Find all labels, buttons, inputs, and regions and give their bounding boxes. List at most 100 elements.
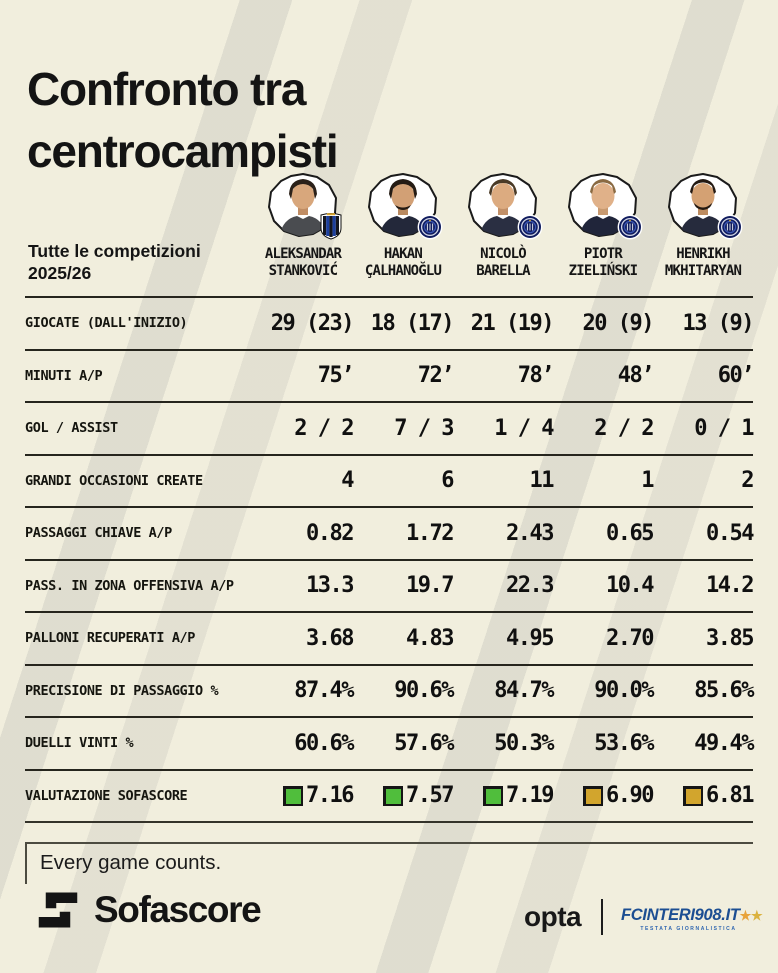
stat-value: 3.68 xyxy=(306,625,354,651)
stat-value: 57.6% xyxy=(394,730,454,756)
player-column-stankovic: ALEKSANDAR STANKOVIĆ xyxy=(253,172,353,280)
stat-value: 13 (9) xyxy=(682,310,755,336)
stat-value: 2 / 2 xyxy=(294,415,354,441)
sofascore-wordmark: Sofascore xyxy=(94,889,262,930)
rating-square-icon xyxy=(383,785,404,806)
stat-label: MINUTI A/P xyxy=(25,367,103,384)
table-row-pass-zona-offensiva: PASS. IN ZONA OFFENSIVA A/P 13.3 19.7 22… xyxy=(25,558,755,612)
stat-value: 60.6% xyxy=(294,730,354,756)
avatar xyxy=(665,172,743,240)
stat-value-rating: 7.19 xyxy=(453,783,554,808)
footer-divider xyxy=(601,899,603,935)
stat-value: 3.85 xyxy=(706,625,754,651)
stat-value: 53.6% xyxy=(594,730,654,756)
player-last-name: ÇALHANOĞLU xyxy=(364,263,442,279)
stat-value: 4.95 xyxy=(506,625,554,651)
player-name: PIOTR ZIELIŃSKI xyxy=(553,246,653,280)
stat-value: 72’ xyxy=(417,363,455,389)
player-last-name: STANKOVIĆ xyxy=(268,263,338,279)
stat-value: 1.72 xyxy=(406,520,454,546)
inter-badge-icon xyxy=(517,214,543,240)
stat-value: 0 / 1 xyxy=(694,415,754,441)
subtitle-line-2: 2025/26 xyxy=(28,263,92,283)
rating-value: 6.81 xyxy=(706,783,754,809)
stat-value: 0.82 xyxy=(306,520,354,546)
table-row-gol-assist: GOL / ASSIST 2 / 2 7 / 3 1 / 4 2 / 2 0 /… xyxy=(25,401,755,454)
stat-value: 29 (23) xyxy=(270,310,355,336)
stat-value: 21 (19) xyxy=(470,310,555,336)
partner-logo: FCINTERI908.IT★★ TESTATA GIORNALISTICA xyxy=(621,906,771,932)
stat-value: 90.0% xyxy=(594,678,654,704)
player-name: HENRIKH MKHITARYAN xyxy=(653,246,753,280)
avatar xyxy=(465,172,543,240)
stat-value: 6 xyxy=(441,468,454,494)
stat-value: 22.3 xyxy=(506,573,554,599)
player-column-calhanoglu: HAKAN ÇALHANOĞLU xyxy=(353,172,453,280)
partner-text: FCINTERI908.IT xyxy=(621,906,740,924)
player-first-name: ALEKSANDAR xyxy=(264,246,342,262)
club-brugge-badge-icon xyxy=(320,213,342,240)
player-name: NICOLÒ BARELLA xyxy=(453,246,553,280)
player-last-name: ZIELIŃSKI xyxy=(568,263,638,279)
rating-square-icon xyxy=(683,785,704,806)
avatar xyxy=(565,172,643,240)
page-title: Confronto tra centrocampisti xyxy=(27,58,339,182)
table-row-grandi-occasioni: GRANDI OCCASIONI CREATE 4 6 11 1 2 xyxy=(25,453,755,507)
title-line-1: Confronto tra xyxy=(27,63,306,115)
stat-value-rating: 7.57 xyxy=(353,783,454,808)
player-photo-placeholder xyxy=(668,173,737,237)
stat-value-rating: 6.81 xyxy=(653,783,754,809)
stat-label: GRANDI OCCASIONI CREATE xyxy=(25,472,203,489)
stat-value: 2 xyxy=(741,468,754,494)
subtitle-line-1: Tutte le competizioni xyxy=(28,241,201,261)
stat-value: 60’ xyxy=(717,363,755,389)
stat-label: PRECISIONE DI PASSAGGIO % xyxy=(25,682,219,699)
stat-label: DUELLI VINTI % xyxy=(25,735,134,752)
table-row-minuti: MINUTI A/P 75’ 72’ 78’ 48’ 60’ xyxy=(25,348,755,402)
table-row-precisione-passaggio: PRECISIONE DI PASSAGGIO % 87.4% 90.6% 84… xyxy=(25,663,755,717)
star-icon: ★ xyxy=(739,908,752,923)
stat-value: 4 xyxy=(341,468,354,494)
stat-value: 49.4% xyxy=(694,730,754,756)
player-first-name: HAKAN xyxy=(383,246,423,262)
table-row-giocate: GIOCATE (DALL'INIZIO) 29 (23) 18 (17) 21… xyxy=(25,296,755,349)
stat-value: 75’ xyxy=(317,363,355,389)
stat-value: 20 (9) xyxy=(582,310,655,336)
player-column-zielinski: PIOTR ZIELIŃSKI xyxy=(553,172,653,280)
table-row-passaggi-chiave: PASSAGGI CHIAVE A/P 0.82 1.72 2.43 0.65 … xyxy=(25,506,755,559)
stat-value-rating: 7.16 xyxy=(253,783,354,808)
avatar xyxy=(365,172,443,240)
player-column-mkhitaryan: HENRIKH MKHITARYAN xyxy=(653,172,753,280)
table-row-duelli-vinti: DUELLI VINTI % 60.6% 57.6% 50.3% 53.6% 4… xyxy=(25,716,755,769)
stat-value: 85.6% xyxy=(694,678,754,704)
inter-badge-icon xyxy=(717,214,743,240)
stat-value: 13.3 xyxy=(306,573,354,599)
stat-label: PASS. IN ZONA OFFENSIVA A/P xyxy=(25,577,234,594)
player-first-name: HENRIKH xyxy=(676,246,730,262)
stat-value: 78’ xyxy=(517,363,555,389)
table-row-valutazione: VALUTAZIONE SOFASCORE 7.16 7.57 7.19 6.9… xyxy=(25,768,754,822)
stat-value: 0.65 xyxy=(606,520,654,546)
player-photo-placeholder xyxy=(268,173,337,237)
stat-value: 18 (17) xyxy=(370,310,455,336)
stat-value: 1 xyxy=(641,468,654,494)
stat-value: 90.6% xyxy=(394,678,454,704)
partner-subtitle: TESTATA GIORNALISTICA xyxy=(640,926,737,932)
player-photo-placeholder xyxy=(568,173,637,237)
avatar xyxy=(265,172,342,240)
tagline: Every game counts. xyxy=(25,844,221,884)
player-photo-placeholder xyxy=(468,173,537,237)
stat-value: 2 / 2 xyxy=(594,415,654,441)
stat-value: 0.54 xyxy=(706,520,754,546)
player-name: HAKAN ÇALHANOĞLU xyxy=(353,246,453,280)
stat-value: 1 / 4 xyxy=(494,415,554,441)
inter-badge-icon xyxy=(417,214,443,240)
rating-square-icon xyxy=(583,785,604,806)
stat-value: 11 xyxy=(529,468,555,494)
opta-logo: opta xyxy=(524,901,582,932)
stat-label: GIOCATE (DALL'INIZIO) xyxy=(25,315,188,332)
inter-badge-icon xyxy=(617,214,643,240)
stat-value: 2.70 xyxy=(606,625,654,651)
star-icon: ★ xyxy=(751,908,763,923)
sofascore-logo: Sofascore xyxy=(37,889,262,931)
